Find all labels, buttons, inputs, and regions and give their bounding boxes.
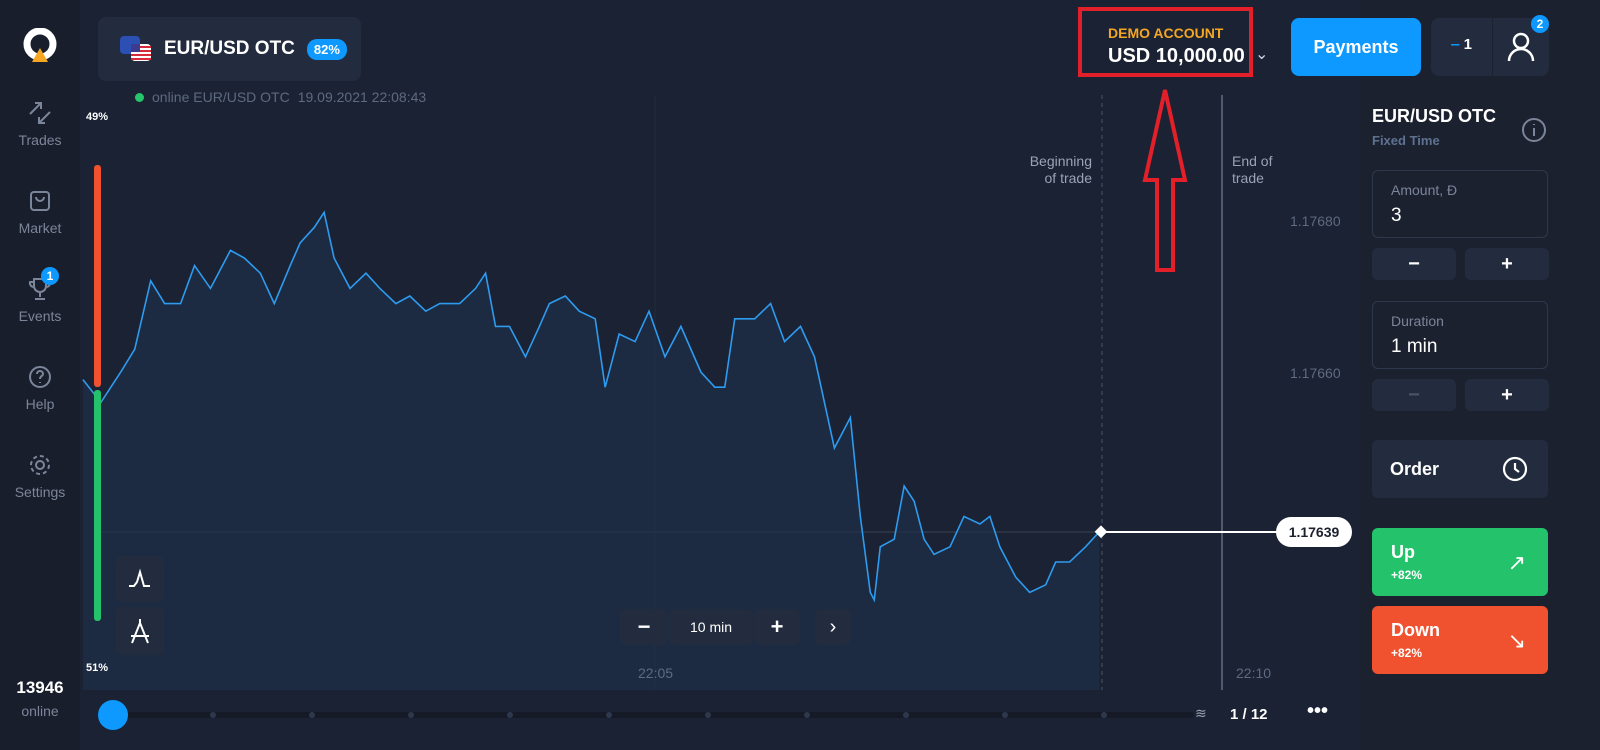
- history-dot[interactable]: [804, 712, 810, 718]
- y-tick: 1.17680: [1290, 213, 1341, 229]
- buy-percent: 51%: [86, 662, 109, 674]
- history-dot[interactable]: [705, 712, 711, 718]
- chart-type-button[interactable]: [116, 556, 164, 602]
- sell-sentiment-bar: [94, 165, 101, 387]
- payout-badge: 82%: [306, 38, 347, 60]
- zoom-out-button[interactable]: −: [620, 609, 668, 645]
- x-tick: 22:10: [1236, 665, 1272, 681]
- history-dot[interactable]: [309, 712, 315, 718]
- asset-selector[interactable]: EUR/USD OTC 82%: [98, 17, 361, 81]
- logo[interactable]: [22, 28, 58, 64]
- history-dot[interactable]: [408, 712, 414, 718]
- history-dot[interactable]: [1002, 712, 1008, 718]
- trades-indicator-icon: ‒: [1451, 36, 1460, 53]
- compass-icon: [131, 619, 149, 644]
- events-badge: 1: [41, 267, 59, 285]
- buy-sentiment-bar: [94, 390, 101, 621]
- order-button[interactable]: Order: [1372, 440, 1548, 498]
- drawing-tools-button[interactable]: [116, 607, 164, 655]
- arrow-up-right-icon: ↗: [1507, 550, 1526, 575]
- current-point: [1094, 525, 1108, 539]
- end-trade-label: End of trade: [1232, 153, 1273, 186]
- server-time: 19.09.2021 22:08:43: [297, 89, 427, 105]
- chevron-down-icon[interactable]: ⌄: [1255, 46, 1269, 63]
- current-price-label: 1.17639: [1276, 517, 1352, 547]
- online-label: online: [21, 703, 59, 719]
- clock-icon: [1502, 456, 1528, 482]
- duration-input[interactable]: Duration 1 min: [1372, 301, 1548, 369]
- price-line: [82, 210, 1101, 603]
- line-chart-icon: [129, 568, 150, 587]
- history-dot[interactable]: [507, 712, 513, 718]
- arrow-down-right-icon: ↘: [1507, 628, 1526, 653]
- info-icon[interactable]: [1521, 117, 1547, 143]
- sell-percent: 49%: [86, 111, 109, 123]
- history-dot[interactable]: [210, 712, 216, 718]
- panel-asset: EUR/USD OTC: [1372, 106, 1497, 126]
- online-dot: [135, 92, 144, 102]
- account-selector[interactable]: DEMO ACCOUNT USD 10,000.00: [1078, 7, 1253, 77]
- open-trades-button[interactable]: ‒ 1: [1431, 18, 1493, 76]
- account-type: DEMO ACCOUNT: [1108, 25, 1224, 41]
- sidebar-item-market[interactable]: Market: [0, 188, 80, 236]
- amount-decrease-button[interactable]: −: [1372, 248, 1456, 280]
- duration-decrease-button[interactable]: −: [1372, 379, 1456, 411]
- account-balance: USD 10,000.00: [1108, 45, 1245, 67]
- up-button[interactable]: Up +82% ↗: [1372, 528, 1548, 596]
- history-scrollbar[interactable]: [114, 712, 1194, 718]
- timeframe-display[interactable]: 10 min: [669, 609, 753, 645]
- gear-icon: [30, 455, 50, 475]
- payments-button[interactable]: Payments: [1291, 18, 1421, 76]
- price-area: [82, 212, 1100, 690]
- scroll-handle[interactable]: [98, 700, 128, 730]
- zoom-in-button[interactable]: +: [754, 609, 800, 645]
- sidebar-item-events[interactable]: Events 1: [18, 267, 62, 324]
- sidebar-item-help[interactable]: Help: [0, 364, 80, 412]
- down-button[interactable]: Down +82% ↘: [1372, 606, 1548, 674]
- notification-badge: 2: [1531, 15, 1549, 33]
- help-icon: [29, 366, 51, 388]
- x-tick: 22:05: [638, 665, 674, 681]
- history-dot[interactable]: [606, 712, 612, 718]
- market-icon: [30, 191, 50, 211]
- more-icon[interactable]: •••: [1307, 700, 1329, 722]
- begin-trade-label: Beginning of trade: [1029, 153, 1092, 186]
- sidebar-item-settings[interactable]: Settings: [0, 452, 80, 500]
- chart-status: online EUR/USD OTC 19.09.2021 22:08:43: [135, 89, 426, 105]
- sidebar-item-trades[interactable]: Trades: [0, 100, 80, 148]
- scroll-right-button[interactable]: ›: [815, 609, 851, 645]
- page-indicator: 1 / 12: [1230, 706, 1268, 723]
- user-controls: ‒ 1 2: [1431, 15, 1549, 76]
- history-dot[interactable]: [1101, 712, 1107, 718]
- panel-mode: Fixed Time: [1372, 133, 1440, 148]
- user-icon[interactable]: [1507, 32, 1535, 62]
- history-dot[interactable]: [903, 712, 909, 718]
- layers-icon[interactable]: ≋: [1195, 705, 1207, 721]
- amount-increase-button[interactable]: +: [1465, 248, 1549, 280]
- sidebar: Trades Market Events 1 Help Settings 1394…: [0, 0, 80, 750]
- trades-icon: [29, 102, 51, 124]
- annotation-arrow-icon: [1142, 89, 1188, 272]
- y-tick: 1.17660: [1290, 365, 1341, 381]
- online-count: 13946: [16, 678, 64, 697]
- asset-name: EUR/USD OTC: [164, 38, 295, 59]
- duration-increase-button[interactable]: +: [1465, 379, 1549, 411]
- eur-usd-flag-icon: [120, 36, 151, 61]
